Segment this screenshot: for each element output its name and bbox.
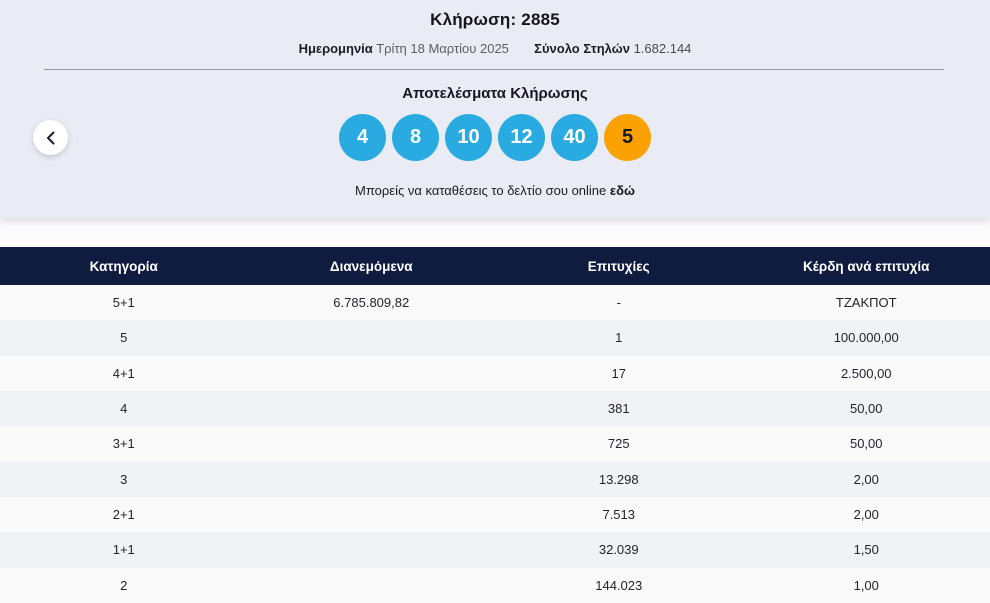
cell-distributed [248, 356, 496, 391]
cell-winnings: 100.000,00 [833, 330, 899, 346]
cell-winnings: 2,00 [853, 471, 879, 487]
cell-winners: 17 [611, 365, 626, 381]
table-row: 4 381 50,00 [0, 390, 990, 427]
cell-winners: 144.023 [595, 577, 643, 593]
cell-category: 2+1 [112, 507, 135, 523]
prize-table-header: Κατηγορία Διανεμόμενα Επιτυχίες Κέρδη αν… [0, 247, 990, 285]
cell-category: 2 [120, 577, 128, 593]
cell-winnings: ΤΖΑΚΠΟΤ [835, 295, 897, 311]
results-title: Αποτελέσματα Κλήρωσης [402, 85, 588, 102]
cell-winnings: 50,00 [849, 401, 883, 417]
table-row: 4+1 17 2.500,00 [0, 355, 990, 391]
cell-winnings: 2.500,00 [840, 365, 892, 381]
total-columns-label: Σύνολο Στηλών [534, 41, 630, 56]
cell-winnings: 1,00 [853, 577, 879, 593]
draw-title: Κλήρωση: 2885 [430, 10, 560, 29]
cell-winners: 13.298 [598, 471, 639, 487]
section-gap [0, 218, 990, 247]
cell-winners: 1 [615, 330, 623, 346]
previous-draw-button[interactable] [33, 120, 68, 155]
winning-number-ball: 12 [498, 114, 545, 161]
table-row: 3 13.298 2,00 [0, 461, 990, 497]
cell-winnings: 50,00 [849, 436, 883, 452]
cell-category: 5+1 [112, 295, 135, 311]
table-row: 5 1 100.000,00 [0, 320, 990, 356]
winning-number-ball: 8 [392, 114, 439, 161]
cell-distributed [248, 462, 496, 497]
online-submit-text: Μπορείς να καταθέσεις το δελτίο σου onli… [0, 184, 990, 198]
cell-winners: 7.513 [602, 507, 636, 523]
cell-winnings: 1,50 [853, 542, 879, 558]
online-text: Μπορείς να καταθέσεις το δελτίο σου onli… [355, 183, 607, 198]
winning-number-ball: 40 [551, 114, 598, 161]
cell-winnings: 2,00 [853, 507, 879, 523]
prize-table: Κατηγορία Διανεμόμενα Επιτυχίες Κέρδη αν… [0, 247, 990, 603]
cell-winners: 32.039 [598, 542, 639, 558]
cell-distributed: 6.785.809,82 [333, 295, 410, 311]
table-row: 1+1 32.039 1,50 [0, 532, 990, 568]
table-row: 2 144.023 1,00 [0, 567, 990, 603]
total-columns-value: 1.682.144 [633, 41, 692, 56]
table-row: 5+1 6.785.809,82 - ΤΖΑΚΠΟΤ [0, 285, 990, 321]
cell-category: 4 [120, 401, 128, 417]
draw-header-section: Κλήρωση: 2885 Ημερομηνία Τρίτη 18 Μαρτίο… [0, 0, 990, 218]
cell-winners: - [616, 295, 621, 311]
date-label: Ημερομηνία [298, 41, 373, 56]
chevron-left-icon [47, 131, 55, 144]
date-value: Τρίτη 18 Μαρτίου 2025 [376, 41, 509, 56]
cell-distributed [248, 568, 496, 603]
cell-winners: 381 [607, 401, 630, 417]
cell-distributed [248, 426, 496, 461]
winning-number-ball: 4 [339, 114, 386, 161]
header-divider [44, 69, 944, 70]
column-header-winners: Επιτυχίες [587, 258, 650, 274]
column-header-category: Κατηγορία [89, 258, 158, 274]
winning-number-ball: 10 [445, 114, 492, 161]
joker-number-ball: 5 [604, 114, 651, 161]
cell-winners: 725 [607, 436, 630, 452]
cell-category: 1+1 [112, 542, 135, 558]
table-row: 3+1 725 50,00 [0, 426, 990, 462]
cell-distributed [248, 532, 496, 567]
cell-category: 3 [120, 471, 128, 487]
cell-category: 5 [120, 330, 128, 346]
cell-distributed [248, 391, 496, 426]
winning-numbers-row: 4 8 10 12 40 5 [0, 114, 990, 161]
online-here-link[interactable]: εδώ [609, 183, 635, 198]
draw-meta: Ημερομηνία Τρίτη 18 Μαρτίου 2025 Σύνολο … [0, 42, 990, 56]
column-header-winnings-per-winner: Κέρδη ανά επιτυχία [803, 258, 930, 274]
cell-distributed [248, 320, 496, 355]
cell-category: 4+1 [112, 365, 135, 381]
table-row: 2+1 7.513 2,00 [0, 496, 990, 533]
column-header-distributed: Διανεμόμενα [329, 258, 413, 274]
cell-category: 3+1 [112, 436, 135, 452]
cell-distributed [248, 497, 496, 532]
